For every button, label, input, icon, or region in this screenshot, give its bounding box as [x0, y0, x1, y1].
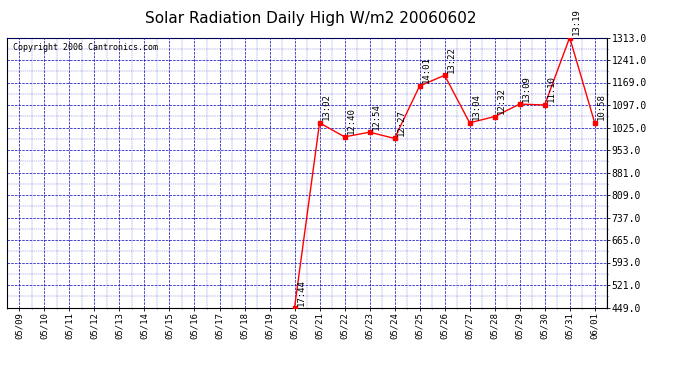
Text: Solar Radiation Daily High W/m2 20060602: Solar Radiation Daily High W/m2 20060602: [145, 11, 476, 26]
Text: 12:54: 12:54: [372, 103, 381, 130]
Text: 17:44: 17:44: [297, 279, 306, 306]
Text: 13:22: 13:22: [447, 46, 456, 73]
Text: 13:09: 13:09: [522, 75, 531, 102]
Text: 11:10: 11:10: [547, 76, 556, 102]
Text: 10:58: 10:58: [598, 93, 607, 120]
Text: 13:04: 13:04: [472, 93, 481, 120]
Text: 13:02: 13:02: [322, 93, 331, 120]
Text: 14:01: 14:01: [422, 57, 431, 84]
Text: 12:27: 12:27: [397, 109, 406, 136]
Text: 13:19: 13:19: [572, 8, 581, 35]
Text: 12:40: 12:40: [347, 108, 356, 134]
Text: Copyright 2006 Cantronics.com: Copyright 2006 Cantronics.com: [13, 43, 158, 52]
Text: 12:32: 12:32: [497, 87, 506, 114]
